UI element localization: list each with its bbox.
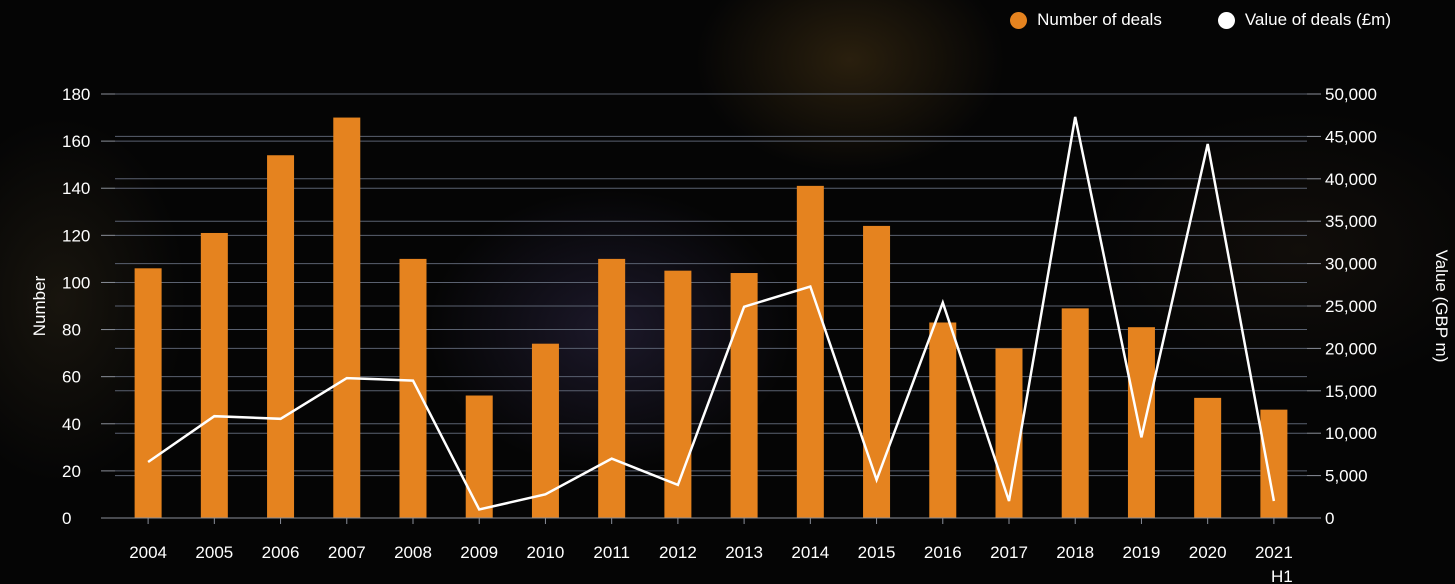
legend-swatch-number-of-deals (1010, 11, 1028, 29)
axes: 0 20 40 60 80 100 120 140 160 180 0 5,000 10,000 15,0… (62, 85, 1377, 584)
x-tick-label: 2005 (195, 543, 233, 562)
y-left-tick-label: 140 (62, 179, 90, 198)
legend-label-value-of-deals: Value of deals (£m) (1244, 10, 1391, 29)
y-left-tick-label: 160 (62, 132, 90, 151)
bar-2012 (664, 270, 692, 518)
x-tick-label: 2018 (1056, 543, 1094, 562)
y-right-tick-label: 5,000 (1325, 467, 1368, 486)
y-left-tick-label: 180 (62, 85, 90, 104)
bar-2013 (730, 273, 758, 518)
bar-2009 (465, 395, 493, 518)
x-tick-label: 2012 (659, 543, 697, 562)
x-tick-label: 2007 (328, 543, 366, 562)
y-left-tick-label: 40 (62, 415, 81, 434)
x-tick-label: 2017 (990, 543, 1028, 562)
x-tick-label: 2013 (725, 543, 763, 562)
x-tick-label: 2004 (129, 543, 167, 562)
y-left-tick-label: 120 (62, 226, 90, 245)
x-tick-label: 2015 (858, 543, 896, 562)
bars-number-of-deals (134, 117, 1288, 519)
y-right-tick-label: 50,000 (1325, 85, 1377, 104)
bar-2014 (796, 185, 824, 518)
legend-item-number-of-deals: Number of deals (1010, 10, 1162, 30)
y-left-tick-label: 100 (62, 273, 90, 292)
y-right-tick-label: 15,000 (1325, 382, 1377, 401)
line-value-of-deals (147, 116, 1276, 511)
y-right-tick-label: 45,000 (1325, 127, 1377, 146)
y-left-tick-label: 60 (62, 368, 81, 387)
bar-2020 (1194, 397, 1222, 518)
y-left-tick-label: 0 (62, 509, 71, 528)
x-tick-label: 2008 (394, 543, 432, 562)
bar-2010 (531, 343, 559, 518)
x-tick-label: 2014 (791, 543, 829, 562)
y-right-tick-label: 30,000 (1325, 255, 1377, 274)
x-tick-label: 2019 (1123, 543, 1161, 562)
value-line (147, 116, 1276, 511)
y-right-tick-label: 10,000 (1325, 424, 1377, 443)
legend-item-value-of-deals: Value of deals (£m) (1217, 10, 1391, 30)
y-right-tick-label: 20,000 (1325, 339, 1377, 358)
x-tick-label: 2021 (1255, 543, 1293, 562)
y-left-tick-label: 20 (62, 462, 81, 481)
bar-2019 (1127, 327, 1155, 518)
chart-legend: Number of deals Value of deals (£m) (1010, 10, 1391, 30)
x-tick-label: 2020 (1189, 543, 1227, 562)
bar-2021-H1 (1260, 409, 1288, 518)
x-tick-label: 2016 (924, 543, 962, 562)
x-tick-label: 2009 (460, 543, 498, 562)
legend-label-number-of-deals: Number of deals (1037, 10, 1162, 29)
y-right-tick-label: 25,000 (1325, 297, 1377, 316)
bar-2018 (1061, 308, 1089, 518)
y-right-tick-label: 35,000 (1325, 212, 1377, 231)
bar-2017 (995, 348, 1023, 518)
legend-swatch-value-of-deals (1217, 11, 1235, 29)
x-tick-label: 2006 (262, 543, 300, 562)
bar-2016 (929, 322, 957, 518)
x-tick-label: 2010 (527, 543, 565, 562)
bar-2015 (863, 225, 891, 518)
x-tick-label-sub: H1 (1271, 567, 1293, 584)
bar-2008 (399, 258, 427, 518)
bar-2011 (598, 258, 626, 518)
y-right-tick-label: 0 (1325, 509, 1334, 528)
bar-2004 (134, 268, 162, 518)
y-axis-left-title: Number (30, 275, 49, 336)
y-axis-right-title: Value (GBP m) (1432, 250, 1451, 363)
y-left-tick-label: 80 (62, 321, 81, 340)
bar-2006 (267, 155, 295, 518)
bar-2005 (200, 232, 228, 518)
bar-2007 (333, 117, 361, 519)
y-right-tick-label: 40,000 (1325, 170, 1377, 189)
x-tick-label: 2011 (593, 543, 630, 562)
